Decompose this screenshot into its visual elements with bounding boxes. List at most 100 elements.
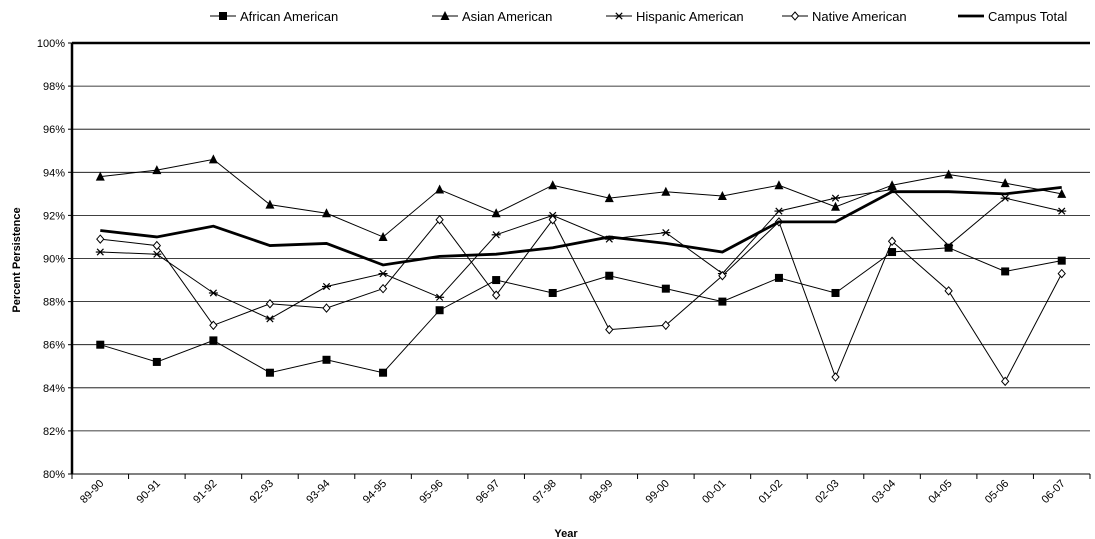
point-marker (265, 368, 274, 377)
point-marker (548, 288, 557, 297)
y-tick-label: 86% (43, 340, 65, 352)
point-marker (790, 11, 800, 21)
y-tick-label: 84% (43, 383, 65, 395)
series-line-african-american (100, 247, 1062, 374)
point-marker (717, 191, 727, 201)
point-marker (605, 324, 614, 335)
point-marker (888, 248, 897, 257)
point-marker (1001, 267, 1010, 276)
y-tick-label: 94% (43, 167, 65, 179)
point-marker (661, 229, 671, 237)
x-tick-label: 90-91 (135, 478, 163, 506)
point-marker (96, 234, 105, 244)
point-marker (718, 270, 727, 281)
point-marker (492, 290, 501, 300)
point-marker (491, 231, 501, 239)
point-marker (944, 241, 954, 250)
series-african-american (96, 243, 1066, 377)
series-asian-american (95, 154, 1067, 241)
x-tick-label: 96-97 (474, 478, 502, 506)
point-marker (322, 208, 331, 218)
legend-label: African American (240, 9, 338, 24)
point-marker (774, 180, 784, 190)
point-marker (774, 273, 783, 282)
y-tick-label: 90% (43, 254, 65, 266)
point-marker (96, 340, 105, 349)
legend-label: Native American (812, 9, 907, 24)
x-tick-label: 06-07 (1039, 478, 1067, 506)
point-marker (435, 184, 445, 194)
point-marker (1057, 256, 1066, 265)
x-tick-label: 89-90 (78, 478, 106, 506)
point-marker (440, 11, 450, 20)
x-tick-label: 04-05 (926, 478, 954, 506)
point-marker (152, 357, 161, 366)
x-tick-label: 03-04 (870, 478, 898, 506)
point-marker (661, 284, 670, 293)
legend-item-campus-total: Campus Total (958, 9, 1067, 24)
point-marker (322, 282, 331, 291)
point-marker (265, 199, 275, 209)
legend-item-hispanic-american: Hispanic American (606, 9, 744, 24)
x-tick-labels: 89-90 90-91 91-92 92-93 93-94 94-95 95-96 96-97… (78, 478, 1068, 506)
point-marker (1057, 268, 1066, 279)
x-tick-label: 05-06 (983, 478, 1011, 506)
point-marker (1000, 194, 1010, 202)
point-marker (152, 250, 162, 258)
x-tick-label: 00-01 (700, 478, 728, 506)
point-marker (95, 171, 105, 181)
series-line-asian-american (100, 158, 1062, 238)
y-tick-label: 92% (43, 210, 65, 222)
y-tick-label: 88% (43, 297, 65, 309)
series-layer (95, 154, 1067, 387)
point-marker (435, 306, 444, 315)
point-marker (1057, 188, 1067, 198)
point-marker (718, 297, 727, 306)
point-marker (378, 283, 388, 294)
x-tick-label: 97-98 (530, 478, 558, 506)
point-marker (265, 315, 275, 323)
x-tick-label: 99-00 (644, 478, 672, 506)
point-marker (378, 269, 388, 278)
point-marker (548, 214, 557, 225)
point-marker (661, 186, 671, 196)
point-marker (661, 320, 670, 331)
y-tick-label: 98% (43, 81, 65, 93)
x-tick-label: 02-03 (813, 478, 841, 506)
point-marker (887, 236, 897, 247)
x-tick-label: 93-94 (304, 478, 332, 506)
point-marker (1001, 376, 1010, 387)
x-tick-label: 01-02 (757, 478, 785, 506)
point-marker (831, 194, 840, 202)
point-marker (152, 240, 161, 251)
point-marker (378, 231, 388, 241)
series-line-campus-total (100, 185, 1062, 267)
point-marker (604, 193, 614, 203)
point-marker (95, 248, 105, 256)
point-marker (265, 298, 275, 309)
point-marker (435, 293, 445, 301)
point-marker (492, 276, 501, 285)
point-marker (322, 303, 331, 313)
point-marker (1057, 207, 1067, 215)
series-campus-total (100, 185, 1062, 267)
point-marker (209, 320, 218, 331)
axes (68, 41, 1091, 479)
x-axis-title: Year (554, 528, 578, 539)
point-marker (209, 336, 218, 345)
point-marker (491, 208, 501, 218)
point-marker (548, 180, 558, 190)
x-tick-label: 92-93 (248, 478, 276, 506)
point-marker (379, 368, 388, 377)
point-marker (219, 12, 227, 20)
y-tick-label: 100% (37, 38, 65, 50)
series-line-hispanic-american (100, 189, 1062, 320)
legend-label: Hispanic American (636, 9, 744, 24)
point-marker (435, 214, 444, 225)
x-tick-label: 98-99 (587, 478, 615, 506)
legend-label: Asian American (462, 9, 552, 24)
point-marker (152, 165, 162, 175)
x-tick-label: 94-95 (361, 478, 389, 506)
y-axis-title: Percent Persistence (11, 207, 23, 312)
